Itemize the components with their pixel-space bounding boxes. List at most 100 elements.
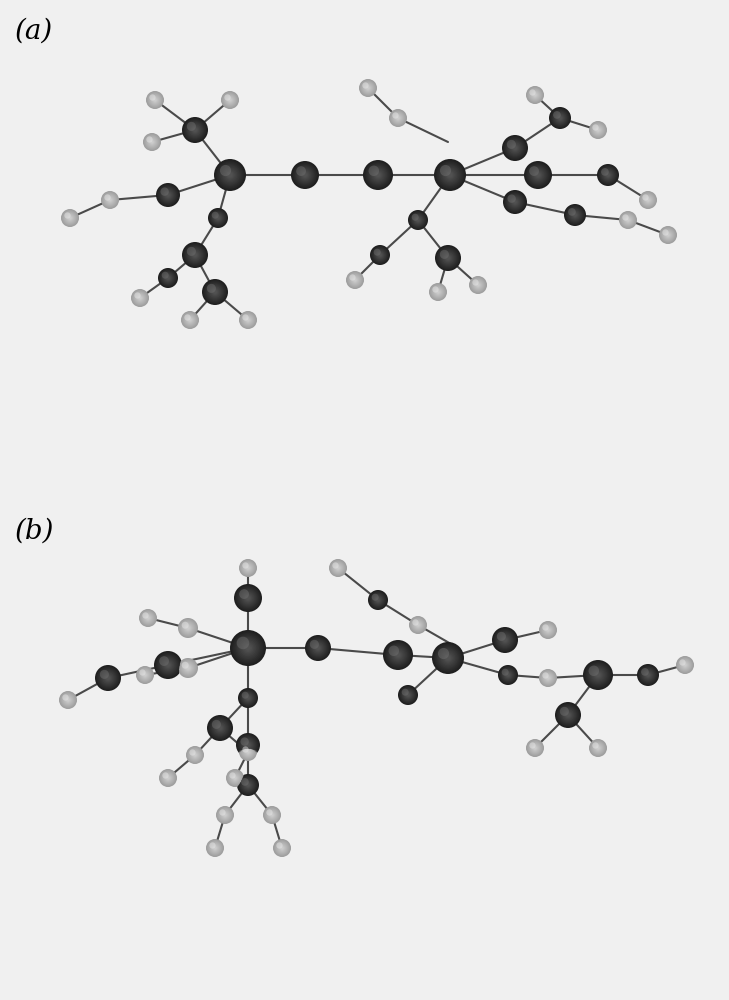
Circle shape (106, 676, 110, 680)
Circle shape (505, 672, 511, 678)
Circle shape (192, 127, 198, 133)
Circle shape (187, 747, 203, 763)
Circle shape (244, 644, 252, 652)
Circle shape (206, 839, 224, 857)
Circle shape (244, 564, 252, 572)
Circle shape (240, 737, 257, 753)
Circle shape (330, 560, 346, 576)
Circle shape (563, 710, 573, 720)
Circle shape (225, 94, 235, 106)
Circle shape (370, 592, 386, 608)
Circle shape (183, 118, 207, 142)
Circle shape (237, 637, 259, 659)
Circle shape (212, 845, 218, 851)
Circle shape (666, 234, 669, 236)
Circle shape (593, 670, 603, 680)
Circle shape (682, 662, 687, 668)
Circle shape (274, 840, 289, 856)
Circle shape (140, 610, 156, 626)
Circle shape (529, 166, 539, 176)
Circle shape (212, 289, 218, 295)
Circle shape (148, 93, 162, 107)
Circle shape (246, 783, 249, 787)
Circle shape (142, 672, 148, 678)
Circle shape (442, 252, 454, 264)
Circle shape (145, 135, 159, 149)
Circle shape (506, 139, 524, 157)
Circle shape (233, 775, 238, 781)
Circle shape (237, 637, 249, 649)
Circle shape (236, 733, 260, 757)
Circle shape (61, 209, 79, 227)
Circle shape (219, 809, 230, 821)
Circle shape (146, 136, 158, 148)
Circle shape (604, 172, 612, 178)
Circle shape (246, 751, 249, 753)
Circle shape (241, 691, 255, 705)
Circle shape (243, 740, 252, 750)
Circle shape (373, 248, 387, 262)
Circle shape (138, 668, 152, 682)
Circle shape (524, 161, 552, 189)
Circle shape (402, 689, 409, 696)
Circle shape (368, 590, 388, 610)
Circle shape (337, 567, 340, 569)
Circle shape (134, 292, 147, 304)
Circle shape (189, 249, 201, 261)
Circle shape (98, 668, 118, 688)
Circle shape (212, 212, 224, 224)
Circle shape (642, 668, 655, 682)
Circle shape (533, 170, 543, 180)
Circle shape (191, 751, 199, 759)
Circle shape (268, 812, 276, 818)
Circle shape (183, 623, 193, 633)
Circle shape (96, 666, 120, 690)
Circle shape (266, 809, 273, 816)
Circle shape (330, 560, 346, 576)
Circle shape (429, 284, 446, 300)
Circle shape (645, 672, 650, 678)
Circle shape (593, 124, 599, 131)
Circle shape (164, 774, 172, 782)
Circle shape (225, 95, 235, 105)
Circle shape (375, 173, 381, 177)
Circle shape (545, 627, 550, 633)
Circle shape (386, 642, 410, 668)
Circle shape (244, 749, 252, 755)
Circle shape (187, 122, 196, 131)
Circle shape (146, 616, 150, 620)
Circle shape (245, 595, 252, 601)
Circle shape (223, 813, 227, 817)
Circle shape (307, 637, 329, 659)
Circle shape (504, 137, 526, 159)
Circle shape (436, 646, 460, 670)
Circle shape (413, 215, 423, 225)
Circle shape (589, 666, 607, 684)
Circle shape (215, 160, 245, 190)
Circle shape (147, 137, 157, 147)
Circle shape (396, 116, 400, 120)
Circle shape (502, 669, 509, 676)
Circle shape (663, 230, 673, 240)
Circle shape (472, 279, 483, 291)
Circle shape (590, 122, 607, 138)
Circle shape (212, 720, 221, 729)
Circle shape (374, 249, 381, 256)
Circle shape (208, 716, 232, 740)
Circle shape (181, 311, 199, 329)
Circle shape (214, 214, 222, 222)
Circle shape (642, 194, 649, 201)
Circle shape (434, 288, 442, 296)
Circle shape (443, 653, 453, 663)
Circle shape (642, 194, 653, 206)
Circle shape (359, 79, 377, 97)
Circle shape (141, 612, 155, 624)
Circle shape (217, 807, 233, 823)
Circle shape (506, 193, 524, 211)
Circle shape (472, 279, 479, 286)
Circle shape (531, 744, 539, 752)
Circle shape (542, 672, 553, 684)
Circle shape (596, 673, 600, 677)
Circle shape (145, 615, 151, 621)
Circle shape (276, 842, 287, 854)
